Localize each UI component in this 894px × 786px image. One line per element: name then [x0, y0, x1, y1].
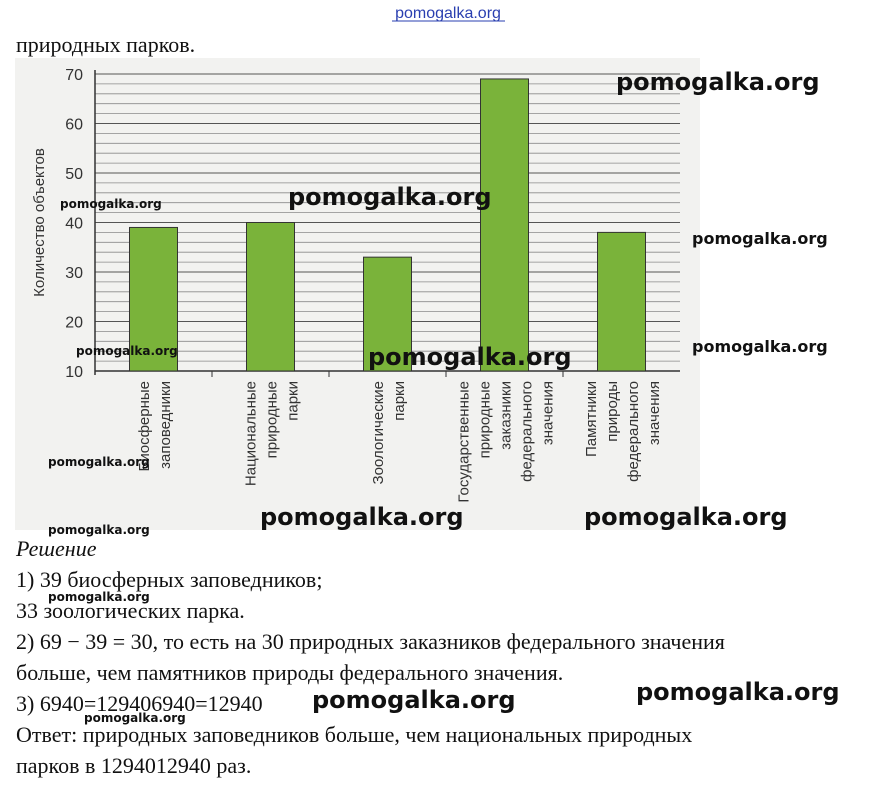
x-tick-label: Национальные: [243, 381, 260, 486]
x-tick-label: Зоологические: [370, 381, 387, 484]
x-tick-label: Памятники: [583, 381, 600, 457]
watermark: pomogalka.org: [368, 343, 572, 371]
x-tick-label: значения: [646, 381, 663, 445]
x-tick-label: природные: [264, 381, 281, 458]
watermark: pomogalka.org: [288, 183, 492, 211]
y-axis-label: Количество объектов: [31, 148, 48, 297]
x-tick-label: заказники: [498, 381, 515, 450]
y-tick-label: 70: [65, 67, 83, 84]
x-tick-label: значения: [540, 381, 557, 445]
watermark: pomogalka.org: [584, 503, 788, 531]
x-tick-label: федерального: [519, 381, 536, 482]
bar: [480, 78, 529, 372]
x-tick-label: Государственные: [456, 381, 473, 503]
watermark: pomogalka.org: [48, 590, 150, 604]
x-tick-label: природные: [477, 381, 494, 458]
y-tick-label: 10: [65, 364, 83, 381]
watermark: pomogalka.org: [76, 344, 178, 358]
solution-line: 2) 69 − 39 = 30, то есть на 30 природных…: [16, 629, 725, 654]
solution-line: Ответ: природных заповедников больше, че…: [16, 722, 692, 747]
watermark: pomogalka.org: [636, 678, 840, 706]
solution-line: 1) 39 биосферных заповедников;: [16, 567, 322, 592]
y-tick-label: 20: [65, 315, 83, 332]
watermark: pomogalka.org: [692, 337, 828, 356]
x-tick-label: парки: [285, 381, 302, 421]
x-tick-label: природы: [604, 381, 621, 442]
intro-text: природных парков.: [16, 32, 195, 57]
site-link[interactable]: pomogalka.org: [395, 5, 501, 22]
watermark: pomogalka.org: [60, 197, 162, 211]
watermark: pomogalka.org: [260, 503, 464, 531]
bar: [597, 231, 646, 372]
watermark: pomogalka.org: [616, 68, 820, 96]
solution-line: 3) 6940=129406940=12940: [16, 691, 263, 716]
y-tick-label: 30: [65, 265, 83, 282]
x-tick-label: Биосферные: [136, 381, 153, 472]
x-tick-label: федерального: [625, 381, 642, 482]
bar: [363, 256, 412, 372]
solution-title: Решение: [15, 536, 97, 561]
watermark: pomogalka.org: [312, 686, 516, 714]
solution-line: больше, чем памятников природы федеральн…: [16, 660, 563, 685]
x-tick-label: заповедники: [157, 381, 174, 469]
y-tick-label: 40: [65, 216, 83, 233]
x-tick-label: парки: [391, 381, 408, 421]
solution-line: парков в 1294012940 раз.: [16, 753, 251, 778]
y-tick-label: 50: [65, 166, 83, 183]
bar: [129, 226, 178, 372]
y-tick-label: 60: [65, 117, 83, 134]
watermark: pomogalka.org: [84, 711, 186, 725]
watermark: pomogalka.org: [48, 523, 150, 537]
watermark: pomogalka.org: [48, 455, 150, 469]
bar: [246, 222, 295, 372]
solution-line: 33 зоологических парка.: [16, 598, 245, 623]
watermark: pomogalka.org: [692, 229, 828, 248]
